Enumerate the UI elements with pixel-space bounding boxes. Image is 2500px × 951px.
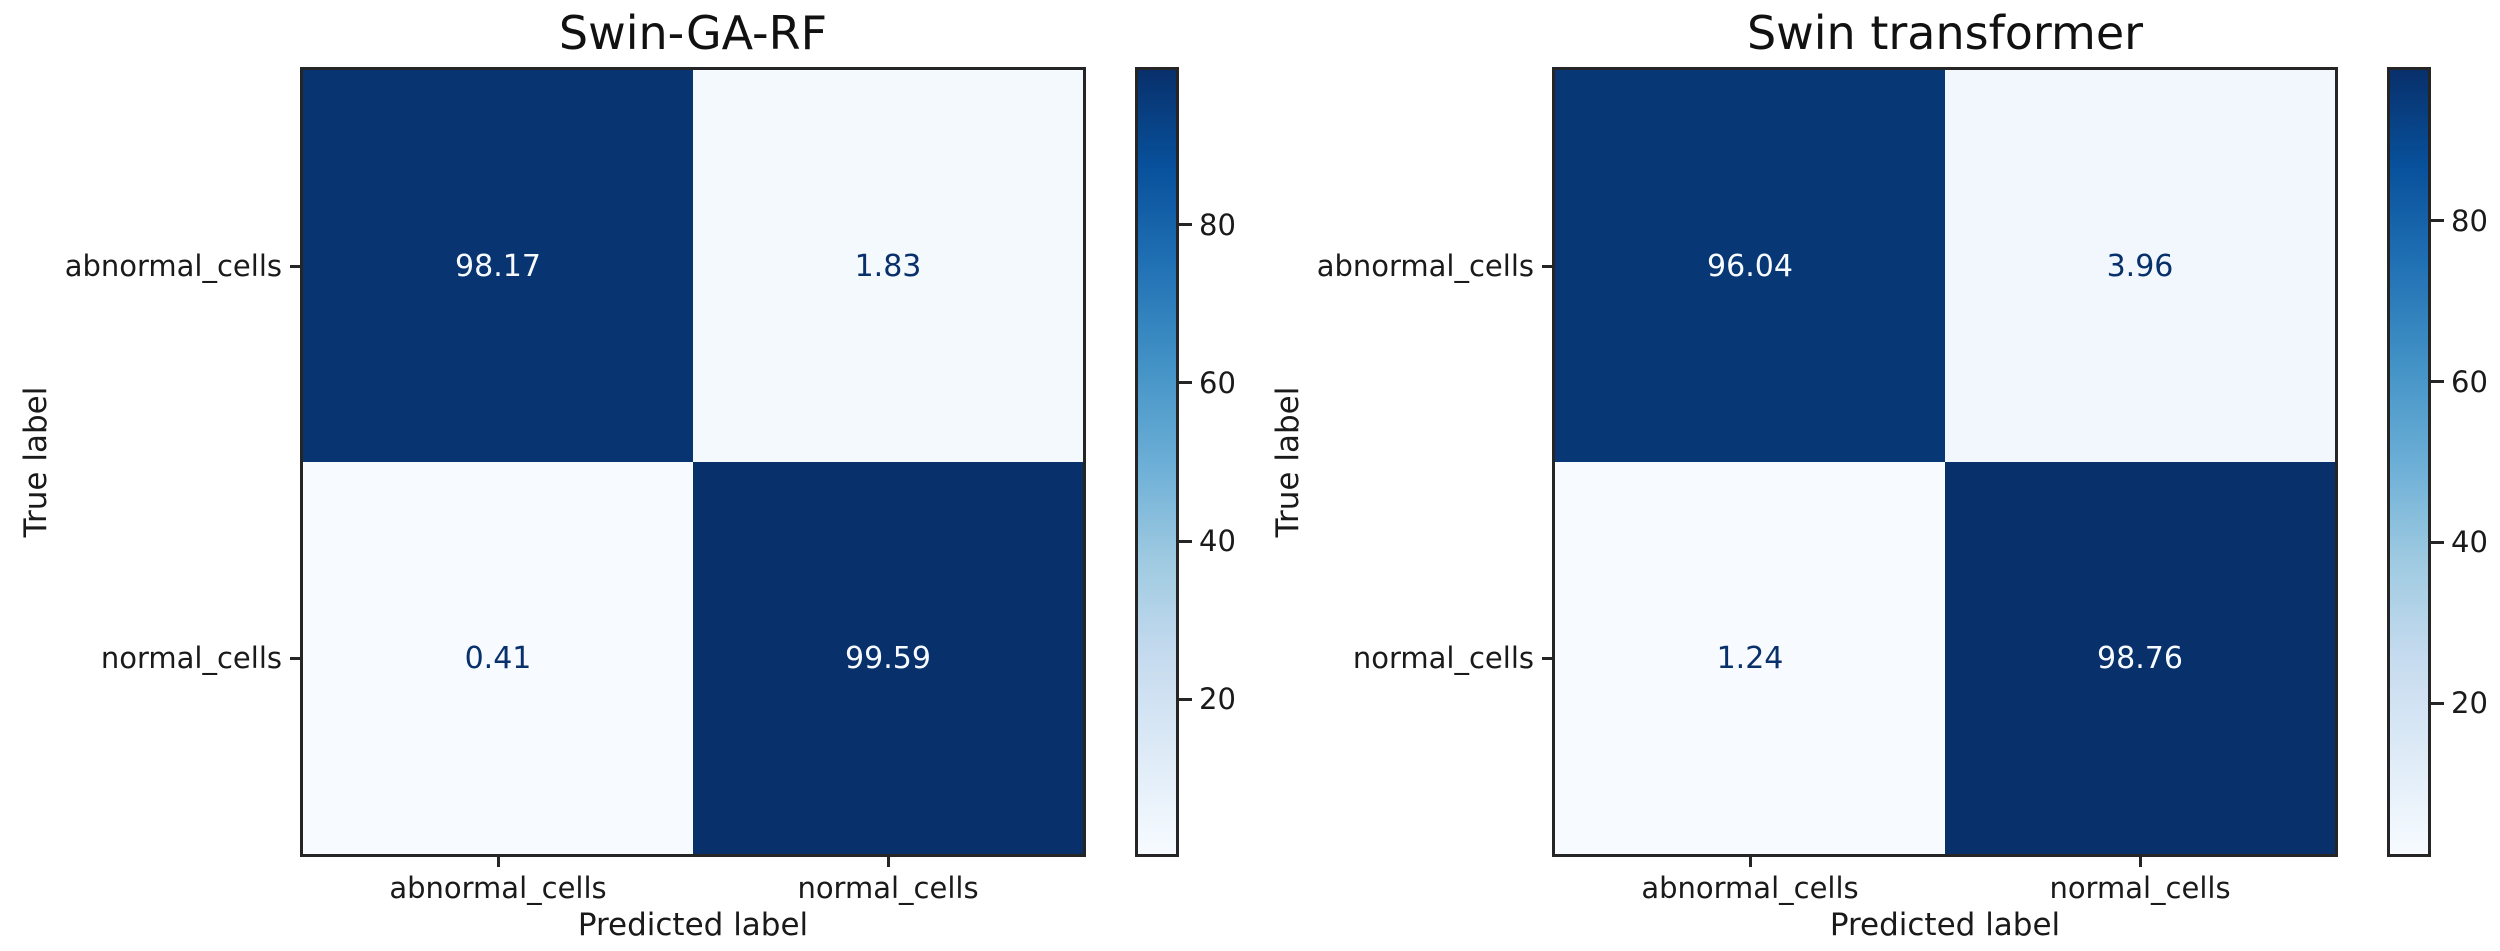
- x-tick-mark: [496, 854, 500, 867]
- x-axis-label: Predicted label: [1829, 907, 2061, 943]
- heatmap-cell: 99.59: [693, 462, 1083, 854]
- colorbar: [2387, 67, 2431, 857]
- confusion-matrix-panel-swin-transformer: Swin transformer True label 96.04 3.96 1.2…: [1252, 0, 2500, 951]
- colorbar-tick-label: 20: [1199, 682, 1236, 717]
- heatmap-cell: 1.24: [1555, 462, 1945, 854]
- chart-title: Swin transformer: [1746, 6, 2144, 60]
- confusion-matrix-panel-swin-ga-rf: Swin-GA-RF True label 98.17 1.83 0.41 99.59…: [18, 6, 1236, 943]
- heatmap-grid: 98.17 1.83 0.41 99.59: [300, 67, 1086, 857]
- colorbar-tick-mark: [1179, 539, 1192, 543]
- colorbar-gradient: [2390, 70, 2428, 854]
- colorbar-tick-mark: [1179, 381, 1192, 385]
- colorbar-tick-mark: [1179, 697, 1192, 701]
- x-tick-mark: [1748, 854, 1752, 867]
- y-axis-label: True label: [1270, 386, 1306, 538]
- colorbar-tick-label: 80: [1199, 207, 1236, 242]
- heatmap-cell: 0.41: [303, 462, 693, 854]
- y-axis-label: True label: [18, 386, 54, 538]
- heatmap-cell: 96.04: [1555, 70, 1945, 462]
- x-tick-label: normal_cells: [797, 871, 979, 905]
- heatmap-cell: 98.76: [1945, 462, 2335, 854]
- x-tick-label: normal_cells: [2049, 871, 2231, 905]
- colorbar-gradient: [1138, 70, 1176, 854]
- colorbar-tick-mark: [2431, 380, 2444, 384]
- colorbar-tick-mark: [2431, 219, 2444, 223]
- colorbar: [1135, 67, 1179, 857]
- colorbar-tick-label: 60: [1199, 365, 1236, 400]
- colorbar-tick-mark: [1179, 223, 1192, 227]
- heatmap-cell: 98.17: [303, 70, 693, 462]
- heatmap-grid: 96.04 3.96 1.24 98.76: [1552, 67, 2338, 857]
- heatmap-cell: 3.96: [1945, 70, 2335, 462]
- y-tick-label: normal_cells: [100, 641, 282, 675]
- heatmap-cell: 1.83: [693, 70, 1083, 462]
- colorbar-tick-label: 40: [2451, 525, 2488, 560]
- x-axis-label: Predicted label: [577, 907, 809, 943]
- chart-title: Swin-GA-RF: [558, 6, 828, 60]
- y-tick-mark: [290, 656, 303, 660]
- x-tick-label: abnormal_cells: [1641, 871, 1859, 905]
- colorbar-tick-mark: [2431, 540, 2444, 544]
- y-tick-mark: [290, 264, 303, 268]
- x-tick-mark: [886, 854, 890, 867]
- colorbar-tick-label: 20: [2451, 686, 2488, 721]
- colorbar-tick-mark: [2431, 701, 2444, 705]
- x-tick-mark: [2138, 854, 2142, 867]
- y-tick-label: abnormal_cells: [64, 249, 282, 283]
- y-tick-label: normal_cells: [1352, 641, 1534, 675]
- colorbar-tick-label: 60: [2451, 364, 2488, 399]
- colorbar-tick-label: 40: [1199, 524, 1236, 559]
- colorbar-tick-label: 80: [2451, 203, 2488, 238]
- y-tick-label: abnormal_cells: [1316, 249, 1534, 283]
- y-tick-mark: [1542, 264, 1555, 268]
- y-tick-mark: [1542, 656, 1555, 660]
- x-tick-label: abnormal_cells: [389, 871, 607, 905]
